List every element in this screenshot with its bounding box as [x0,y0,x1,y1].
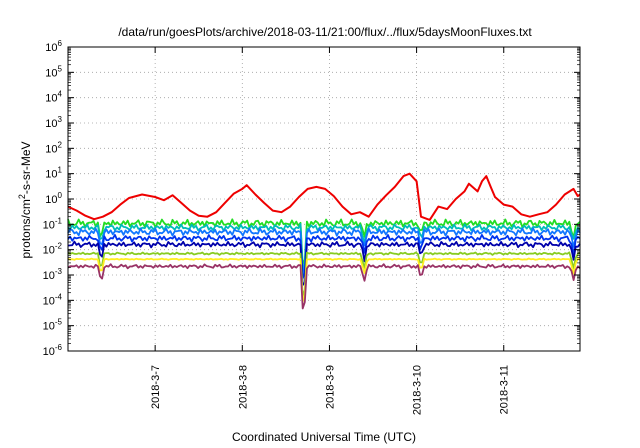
series-line-5 [67,233,581,280]
y-tick-label: 10-5 [43,318,63,333]
series-line-9 [67,263,581,310]
y-tick-label: 10-6 [43,343,63,358]
series-layer [67,172,581,310]
x-tick-label: 2018-3-11 [499,365,511,414]
y-tick-label: 10-2 [43,242,63,257]
x-axis-label: Coordinated Universal Time (UTC) [232,430,416,444]
x-tick-label: 2018-3-7 [150,365,162,409]
x-tick-label: 2018-3-9 [324,365,336,409]
chart-title: /data/run/goesPlots/archive/2018-03-11/2… [118,25,532,39]
x-tick-label: 2018-3-8 [237,365,249,409]
y-tick-label: 105 [45,64,62,79]
y-tick-label: 10-4 [43,292,63,307]
y-tick-label: 100 [45,191,62,206]
series-line-1 [67,172,581,221]
y-axis: 10-6 10-5 10-4 10-3 10-2 10-1 100 101 102 103 104 1… [43,39,580,358]
y-tick-label: 104 [45,90,62,105]
series-line-3 [67,223,581,272]
grid [68,47,580,351]
x-tick-label: 2018-3-10 [412,365,424,415]
y-tick-label: 10-3 [43,267,63,282]
series-line-4 [67,227,581,277]
y-tick-label: 106 [45,39,62,54]
series-line-7 [67,251,581,298]
series-line-6 [67,240,581,286]
x-axis: 2018-3-7 2018-3-8 2018-3-9 2018-3-10 2018-3-… [150,47,511,415]
y-tick-label: 103 [45,115,62,130]
y-axis-label: protons/cm2-s-sr-MeV [17,141,33,258]
series-line-8 [67,257,581,303]
y-tick-label: 101 [45,166,62,181]
y-tick-label: 102 [45,140,62,155]
y-tick-label: 10-1 [43,216,63,231]
